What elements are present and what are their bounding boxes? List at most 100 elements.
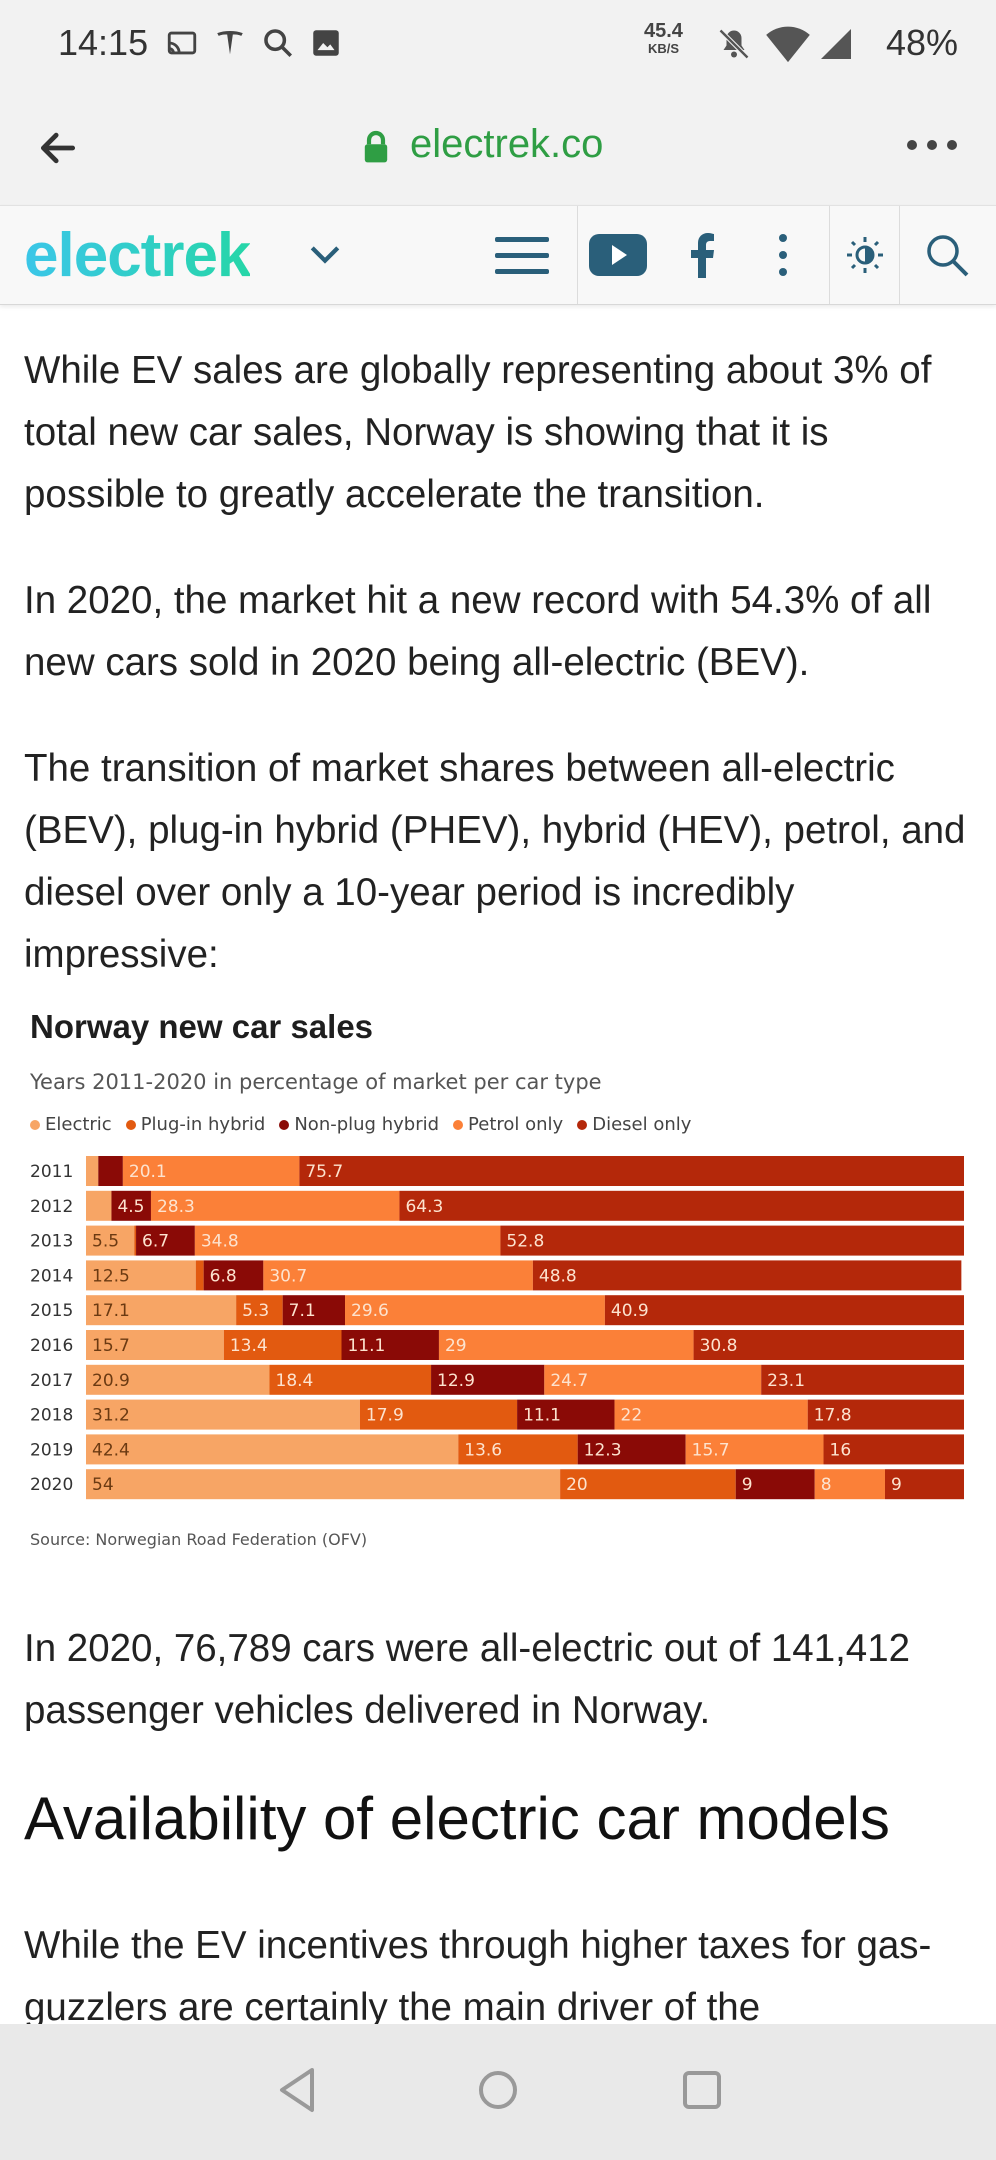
data-label: 30.8	[700, 1336, 738, 1356]
data-label: 31.2	[92, 1406, 130, 1426]
bar-segment	[86, 1156, 99, 1186]
net-speed-unit: KB/S	[647, 41, 679, 56]
theme-toggle-button[interactable]	[832, 206, 898, 304]
bar-segment	[438, 1330, 694, 1360]
menu-button[interactable]	[480, 206, 564, 304]
bar-segment	[814, 1469, 885, 1500]
data-label: 13.6	[464, 1440, 502, 1460]
data-label: 8	[821, 1475, 832, 1495]
nav-recents-icon[interactable]	[672, 2060, 732, 2120]
bar-segment	[223, 1330, 342, 1360]
youtube-button[interactable]	[582, 206, 654, 304]
bar-segment	[134, 1225, 137, 1256]
bar-segment	[823, 1434, 964, 1465]
hamburger-icon	[495, 237, 549, 274]
chevron-down-icon[interactable]	[308, 240, 342, 270]
article-paragraph: While the EV incentives through higher t…	[24, 1924, 932, 2029]
bar-segment	[86, 1190, 112, 1221]
data-label: 22	[621, 1406, 643, 1426]
data-label: 9	[742, 1475, 753, 1495]
data-label: 15.7	[692, 1440, 730, 1460]
data-label: 6.8	[210, 1266, 237, 1286]
bar-segment	[236, 1295, 283, 1326]
youtube-icon	[589, 234, 647, 276]
bar-segment	[86, 1295, 237, 1326]
bar-segment	[282, 1295, 346, 1326]
chart-plot: 2011 20.1 75.7 2012 4.5 28.3 64.3 2013 5.5 6.7 34.…	[30, 1156, 964, 1500]
data-label: 30.7	[269, 1266, 307, 1286]
bar-segment	[544, 1364, 762, 1395]
bar-segment	[86, 1399, 360, 1430]
facebook-button[interactable]	[664, 206, 740, 304]
data-label: 54	[92, 1475, 114, 1495]
data-label: 4.5	[117, 1197, 144, 1217]
bar-segment	[299, 1156, 964, 1186]
header-divider	[829, 206, 830, 304]
data-label: 28.3	[157, 1197, 195, 1217]
net-speed-value: 45.4	[644, 20, 683, 42]
signal-icon	[821, 29, 851, 59]
data-label: 5.3	[242, 1301, 269, 1321]
bar-segment	[86, 1260, 196, 1291]
data-label: 42.4	[92, 1440, 130, 1460]
nav-home-icon[interactable]	[468, 2060, 528, 2120]
data-label: 20	[566, 1475, 588, 1495]
bar-segment	[884, 1469, 964, 1500]
battery-level: 48%	[885, 22, 958, 63]
category-tick-label: 2015	[30, 1301, 73, 1321]
bar-segment	[359, 1399, 518, 1430]
search-button[interactable]	[902, 206, 992, 304]
bar-segment	[122, 1156, 300, 1186]
data-label: 75.7	[305, 1162, 343, 1182]
category-tick-label: 2016	[30, 1336, 73, 1356]
site-header: electrek	[0, 205, 996, 305]
net-speed: 45.4 KB/S	[644, 20, 683, 58]
data-label: 23.1	[767, 1371, 805, 1391]
bar-segment	[341, 1330, 439, 1360]
data-label: 52.8	[506, 1232, 544, 1252]
section-heading: Availability of electric car models	[24, 1785, 890, 1852]
data-label: 12.9	[437, 1371, 475, 1391]
bar-segment	[136, 1225, 195, 1256]
nav-back-icon[interactable]	[268, 2060, 328, 2120]
data-label: 20.1	[129, 1162, 167, 1182]
data-label: 11.1	[523, 1406, 561, 1426]
category-tick-label: 2019	[30, 1440, 73, 1460]
bar-segment	[86, 1364, 270, 1395]
status-left-icons	[165, 26, 343, 60]
category-tick-label: 2011	[30, 1162, 73, 1182]
legend-swatch	[30, 1119, 40, 1130]
data-label: 12.3	[584, 1440, 622, 1460]
category-tick-label: 2018	[30, 1406, 73, 1426]
data-label: 7.1	[289, 1301, 316, 1321]
brightness-icon	[847, 237, 883, 273]
data-label: 13.4	[230, 1336, 268, 1356]
data-label: 17.8	[814, 1406, 852, 1426]
url-domain[interactable]: electrek.co	[410, 122, 604, 166]
legend-swatch	[125, 1119, 136, 1130]
bar-segment	[86, 1469, 561, 1500]
data-label: 11.1	[347, 1336, 385, 1356]
status-right: 45.4 KB/S 48%	[616, 0, 996, 90]
bar-segment	[532, 1260, 962, 1291]
data-label: 17.1	[92, 1301, 130, 1321]
image-icon	[313, 30, 339, 56]
chart-subtitle: Years 2011-2020 in percentage of market …	[30, 1070, 602, 1094]
bar-segment	[807, 1399, 964, 1430]
legend-item: Plug-in hybrid	[125, 1114, 265, 1135]
data-label: 18.4	[276, 1371, 314, 1391]
bar-segment	[150, 1190, 400, 1221]
category-tick-label: 2014	[30, 1266, 73, 1286]
vertical-dots-icon	[779, 234, 787, 276]
legend-label: Diesel only	[592, 1114, 692, 1135]
header-divider	[577, 206, 578, 304]
data-label: 12.5	[92, 1266, 130, 1286]
data-label: 24.7	[550, 1371, 588, 1391]
header-divider	[899, 206, 900, 304]
site-logo[interactable]: electrek	[24, 221, 251, 290]
more-options-icon[interactable]	[904, 130, 960, 160]
lock-icon	[364, 130, 388, 163]
data-label: 29.6	[351, 1301, 389, 1321]
more-menu-button[interactable]	[750, 206, 816, 304]
back-arrow-icon[interactable]	[36, 126, 80, 170]
